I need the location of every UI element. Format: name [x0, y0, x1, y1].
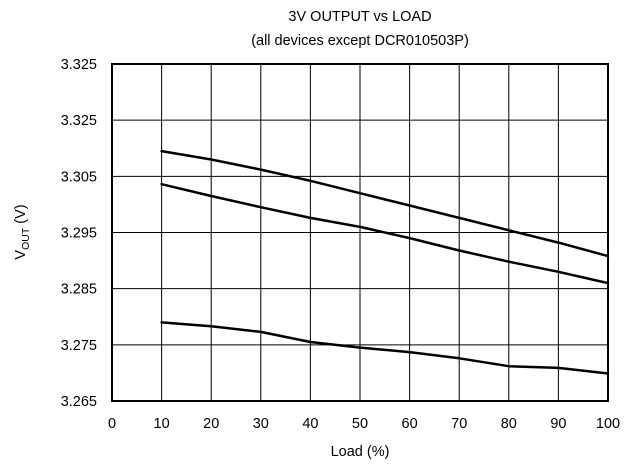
y-tick-label: 3.265: [61, 394, 97, 410]
series-line-3: [160, 321, 610, 375]
y-tick-label: 3.275: [61, 338, 97, 354]
x-tick-label: 100: [596, 416, 620, 432]
x-tick-label: 90: [550, 416, 566, 432]
x-tick-label: 0: [108, 416, 116, 432]
y-axis-label-subscript: OUT: [20, 227, 32, 250]
series-line-2: [160, 182, 610, 285]
chart-subtitle: (all devices except DCR010503P): [251, 33, 469, 49]
y-axis-label: VOUT (V): [13, 204, 32, 259]
x-tick-label: 70: [451, 416, 467, 432]
x-axis-label: Load (%): [331, 444, 390, 460]
y-tick-label: 3.305: [61, 169, 97, 185]
chart-title: 3V OUTPUT vs LOAD: [288, 9, 431, 25]
y-tick-label: 3.285: [61, 282, 97, 298]
x-tick-label: 40: [302, 416, 318, 432]
y-tick-label: 3.325: [61, 113, 97, 129]
y-tick-label: 3.295: [61, 226, 97, 242]
x-tick-label: 30: [253, 416, 269, 432]
x-tick-label: 10: [154, 416, 170, 432]
series-lines: [160, 149, 610, 375]
series-line-1: [160, 149, 610, 258]
x-tick-label: 50: [352, 416, 368, 432]
x-tick-label: 60: [402, 416, 418, 432]
plot-area-frame: [111, 63, 609, 402]
y-axis-label-unit: (V): [13, 204, 29, 227]
x-tick-label: 20: [203, 416, 219, 432]
x-axis-ticks: 0 10 20 30 40 50 60 70 80 90 100: [108, 416, 620, 432]
x-tick-label: 80: [501, 416, 517, 432]
y-axis-ticks: 3.265 3.275 3.285 3.295 3.305 3.325 3.325: [61, 57, 97, 410]
grid-lines: [112, 64, 608, 401]
y-axis-label-main: V: [13, 250, 29, 260]
y-tick-label: 3.325: [61, 57, 97, 73]
